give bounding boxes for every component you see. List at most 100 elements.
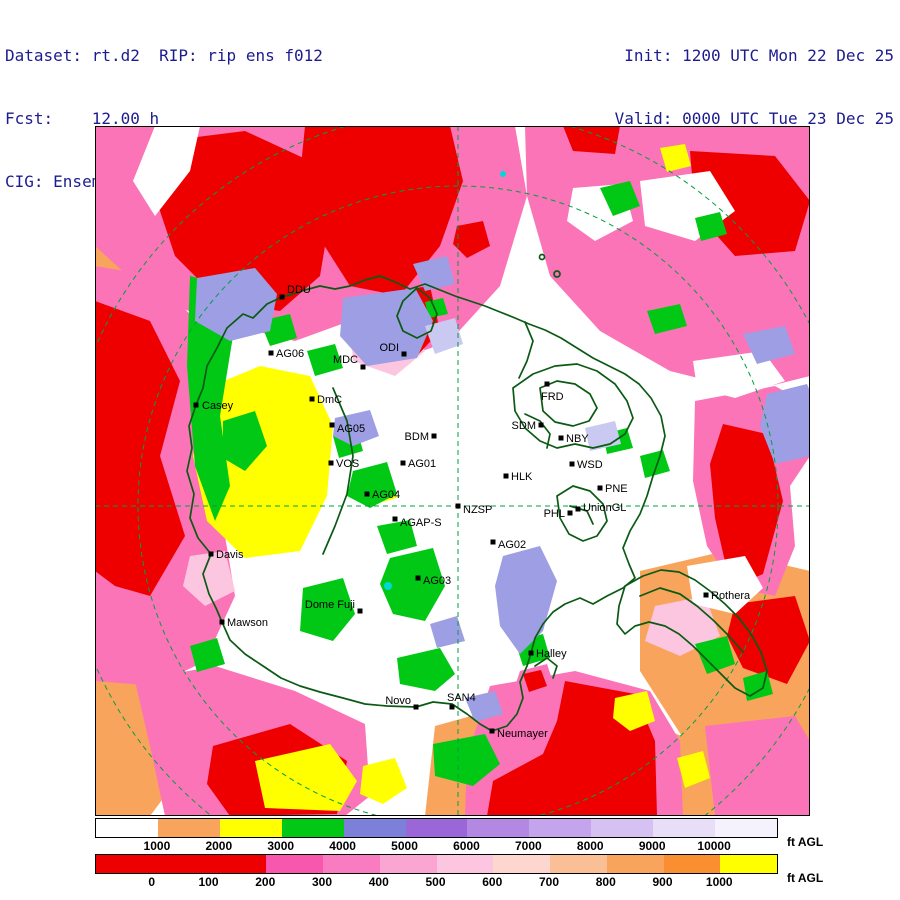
station-marker-ODI: [401, 351, 407, 357]
legend-segment: [266, 855, 323, 873]
forecast-map: DDU AG06 MDC ODI Casey DmC AG05 BDM FRD SDM NBY VOS…: [95, 126, 810, 816]
legend-segment: [343, 819, 406, 837]
legend-tick: 600: [482, 875, 503, 889]
station-label-AG02: AG02: [498, 539, 526, 551]
legend-lower: 0 100 200 300 400 500 600 700 800 900 1000 ft AGL: [95, 854, 895, 889]
legend-segment: [281, 819, 344, 837]
station-marker-Casey: [193, 402, 199, 408]
station-marker-WSD: [569, 461, 575, 467]
station-label-WSD: WSD: [577, 459, 603, 471]
station-marker-Rothera: [703, 592, 709, 598]
ceiling-fill-regions: [95, 126, 810, 816]
station-marker-PHL: [567, 510, 573, 516]
legend-tick: 2000: [205, 839, 233, 853]
station-label-Casey: Casey: [202, 400, 234, 412]
station-label-Novo: Novo: [385, 695, 411, 707]
station-label-Mawson: Mawson: [227, 617, 268, 629]
station-marker-AG04: [364, 491, 370, 497]
map-svg: DDU AG06 MDC ODI Casey DmC AG05 BDM FRD SDM NBY VOS…: [95, 126, 810, 816]
station-label-BDM: BDM: [405, 431, 429, 443]
peninsula-outline: [616, 569, 768, 697]
station-label-ODI: ODI: [379, 342, 399, 354]
legend-segment: [653, 819, 716, 837]
valid-line: Valid: 0000 UTC Tue 23 Dec 25: [614, 109, 894, 128]
station-label-Neumayer: Neumayer: [497, 728, 548, 740]
legend-tick: 4000: [329, 839, 356, 853]
station-marker-VOS: [328, 460, 334, 466]
station-label-MDC: MDC: [333, 354, 358, 366]
legend-tick: 100: [198, 875, 219, 889]
legend-tick: 0: [148, 875, 156, 889]
station-marker-AG03: [415, 575, 421, 581]
legend-lower-unit: ft AGL: [787, 871, 824, 885]
station-label-VOS: VOS: [336, 458, 359, 470]
station-label-AG04: AG04: [372, 489, 400, 501]
station-marker-DmC: [309, 396, 315, 402]
map-frame: [95, 126, 810, 816]
station-marker-Halley: [528, 650, 534, 656]
station-marker-Novo: [413, 704, 419, 710]
station-label-FRD: FRD: [541, 391, 564, 403]
legend-tick: 10000: [697, 839, 731, 853]
station-label-Rothera: Rothera: [711, 590, 751, 602]
init-line: Init: 1200 UTC Mon 22 Dec 25: [624, 46, 894, 65]
graticule: [95, 126, 810, 816]
station-marker-AG06: [268, 350, 274, 356]
stations-layer: DDU AG06 MDC ODI Casey DmC AG05 BDM FRD SDM NBY VOS…: [193, 284, 751, 740]
station-label-DDU: DDU: [287, 284, 311, 296]
legend-segment: [550, 855, 607, 873]
station-label-AG03: AG03: [423, 575, 451, 587]
station-marker-Mawson: [219, 619, 225, 625]
legend-tick: 200: [255, 875, 276, 889]
station-marker-AGAP-S: [392, 516, 398, 522]
legend-tick: 1000: [705, 875, 733, 889]
coastline: [186, 253, 768, 732]
legend-segment: [606, 855, 664, 873]
legend-segment: [323, 855, 380, 873]
station-label-Dome Fuji: Dome Fuji: [305, 599, 355, 611]
station-marker-SDM: [538, 422, 544, 428]
station-label-AG06: AG06: [276, 348, 304, 360]
station-marker-SAN4: [449, 704, 455, 710]
legend-segment: [209, 855, 267, 873]
legend-tick: 400: [368, 875, 389, 889]
legend-segment: [96, 855, 153, 873]
legend-upper-unit: ft AGL: [787, 835, 824, 849]
legend-upper-bar: [95, 818, 778, 838]
legend-segment: [529, 819, 592, 837]
legend-tick: 800: [595, 875, 616, 889]
station-marker-AG02: [490, 539, 496, 545]
station-label-Halley: Halley: [536, 648, 567, 660]
station-label-AGAP-S: AGAP-S: [400, 517, 442, 529]
station-label-NBY: NBY: [566, 433, 589, 445]
station-label-PHL: PHL: [544, 508, 565, 520]
fcst-line: Fcst: 12.00 h: [5, 109, 160, 128]
station-marker-MDC: [360, 364, 366, 370]
legend-lower-bar: [95, 854, 778, 874]
station-marker-Davis: [208, 551, 214, 557]
station-label-Davis: Davis: [216, 549, 244, 561]
station-marker-AG05: [329, 422, 335, 428]
station-marker-AG01: [400, 460, 406, 466]
legend-segment: [663, 855, 721, 873]
station-label-UnionGL: UnionGL: [583, 502, 626, 514]
station-marker-PNE: [597, 485, 603, 491]
legend-lower-ticks: 0 100 200 300 400 500 600 700 800 900 1000: [95, 874, 895, 889]
station-marker-FRD: [544, 381, 550, 387]
legend-tick: 5000: [391, 839, 418, 853]
legend-segment: [219, 819, 282, 837]
legend-segment: [493, 855, 550, 873]
legend-tick: 9000: [638, 839, 666, 853]
legend-segment: [467, 819, 530, 837]
legend-tick: 1000: [143, 839, 171, 853]
legend-segment: [436, 855, 494, 873]
dataset-line: Dataset: rt.d2 RIP: rip ens f012: [5, 46, 323, 65]
station-marker-BDM: [431, 433, 437, 439]
legend-segment: [591, 819, 654, 837]
legend-tick: 900: [652, 875, 673, 889]
legend-segment: [157, 819, 220, 837]
station-label-SAN4: SAN4: [447, 692, 476, 704]
legend-tick: 3000: [267, 839, 295, 853]
station-marker-Neumayer: [489, 728, 495, 734]
station-label-SDM: SDM: [512, 420, 536, 432]
